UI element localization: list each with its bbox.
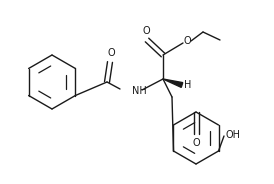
- Text: O: O: [107, 48, 115, 58]
- Text: OH: OH: [226, 130, 241, 140]
- Polygon shape: [163, 79, 183, 87]
- Text: O: O: [192, 138, 200, 148]
- Text: O: O: [184, 36, 192, 46]
- Text: O: O: [142, 26, 150, 36]
- Text: NH: NH: [132, 86, 147, 96]
- Text: H: H: [184, 80, 191, 90]
